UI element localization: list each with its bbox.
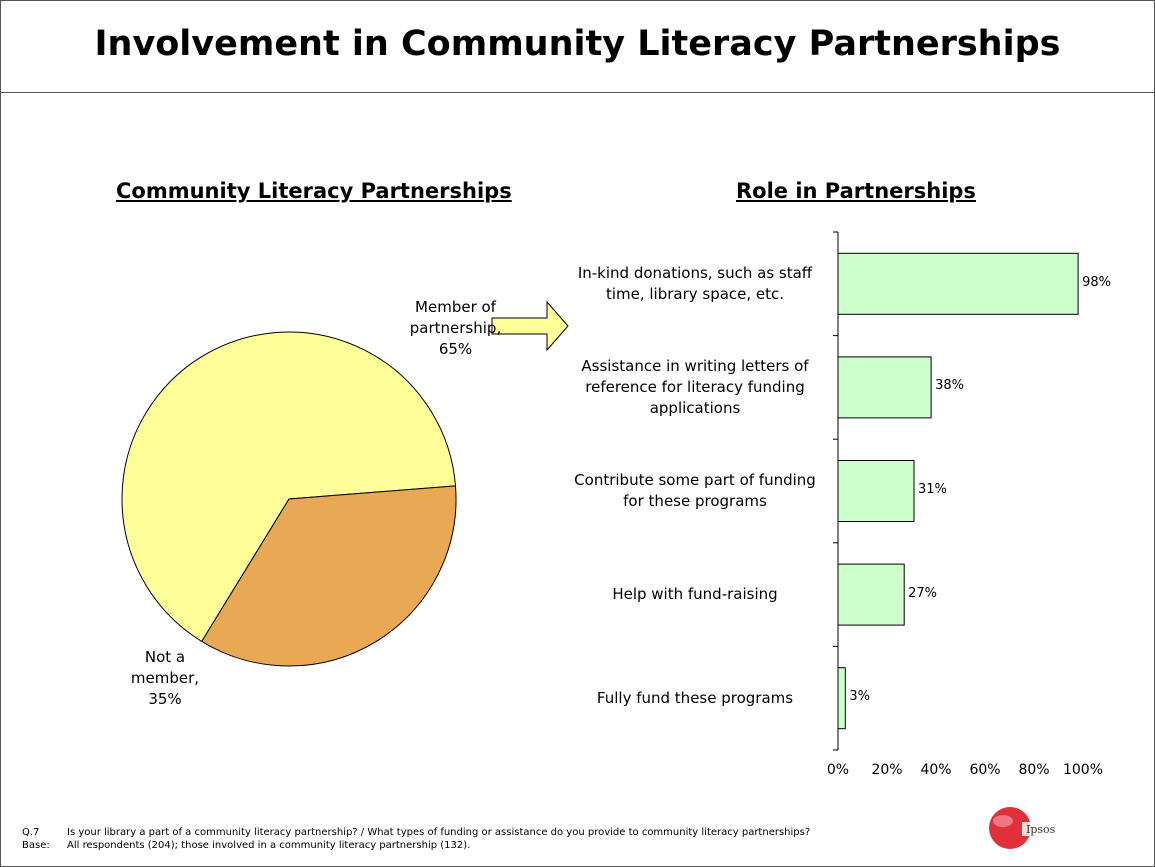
slide-title: Involvement in Community Literacy Partne…: [94, 24, 1061, 64]
bar-value-label: 31%: [917, 482, 947, 497]
pie-slice-member: [121, 331, 457, 643]
footer-notes: Q.7 Is your library a part of a community…: [22, 826, 810, 852]
footer-question-text: Is your library a part of a community li…: [67, 827, 811, 838]
bar-value-label: 27%: [908, 585, 938, 601]
bar-3: [837, 460, 915, 522]
x-tick-label: 80%: [1018, 762, 1050, 778]
x-tick-label: 60%: [969, 762, 1001, 778]
pie-label-member: Member of partnership, 65%: [409, 298, 502, 358]
logo-text-bg: [1022, 822, 1070, 836]
logo-highlight: [993, 815, 1013, 827]
pie-chart-title: Community Literacy Partnerships: [116, 179, 512, 203]
bar-category-label: Help with fund-raising: [612, 585, 778, 604]
bar-category-label: Fully fund these programs: [596, 688, 794, 707]
bar-category-label: Contribute some part of funding for these…: [574, 471, 816, 510]
bar-value-label: 98%: [1082, 274, 1111, 290]
x-tick-label: 40%: [920, 762, 952, 778]
bar-5: [837, 667, 846, 730]
title-divider: [0, 92, 1155, 93]
bar-1: [837, 252, 1079, 315]
logo-wordmark: Ipsos: [1026, 823, 1056, 836]
bar-4: [837, 563, 905, 626]
footer-base-text: All respondents (204); those involved in…: [67, 840, 471, 851]
footer-question: Q.7 Is your library a part of a community…: [22, 826, 810, 839]
bar-chart-title: Role in Partnerships: [736, 179, 976, 203]
bar-value-label: 3%: [849, 689, 870, 705]
bar-category-label: In-kind donations, such as staff time, li…: [577, 263, 813, 303]
x-tick-label: 100%: [1062, 762, 1104, 778]
bar-value-label: 38%: [935, 378, 964, 394]
footer-question-key: Q.7: [22, 827, 40, 838]
x-tick-label: 0%: [826, 762, 850, 778]
pie-slice-not-member: [201, 485, 457, 667]
pie-label-not-member: Not a member, 35%: [130, 648, 200, 708]
bar-category-label: Assistance in writing letters of referenc…: [581, 356, 809, 417]
arrow-icon: [491, 300, 569, 352]
footer-base: Base: All respondents (204); those involv…: [22, 839, 810, 852]
footer-base-key: Base:: [22, 840, 50, 851]
x-tick-label: 20%: [871, 762, 903, 778]
bar-2: [837, 356, 932, 419]
